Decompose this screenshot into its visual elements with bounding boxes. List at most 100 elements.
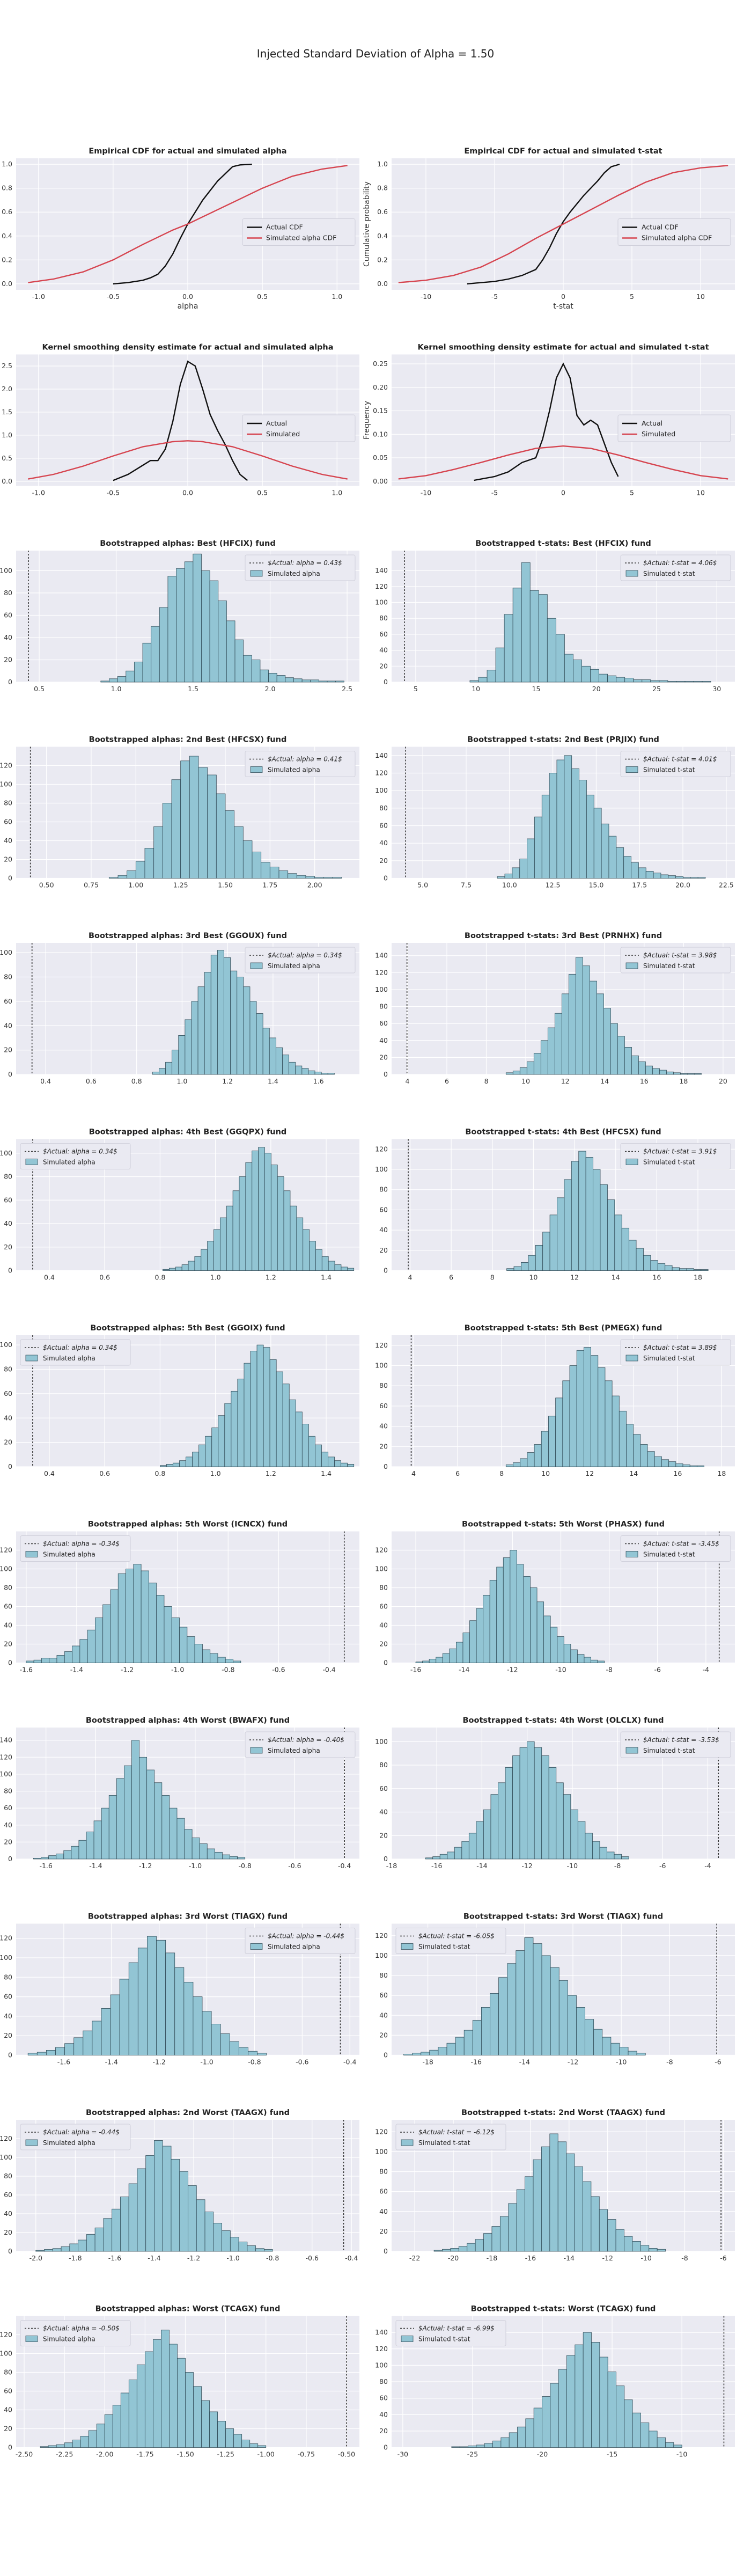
histogram-bar bbox=[270, 1165, 278, 1271]
histogram-bar bbox=[564, 654, 573, 683]
histogram-bar bbox=[169, 1268, 176, 1271]
histogram-bar bbox=[321, 1452, 328, 1467]
panel-title: Bootstrapped t-stats: Worst (TCAGX) fund bbox=[471, 2305, 656, 2314]
y-tick-label: 20 bbox=[4, 2425, 12, 2433]
histogram-bar bbox=[597, 1660, 605, 1663]
histogram-bar bbox=[189, 756, 199, 879]
histogram-bar bbox=[126, 1569, 134, 1663]
histogram-bar bbox=[185, 1019, 192, 1075]
legend-box bbox=[245, 1731, 356, 1758]
panel-title: Kernel smoothing density estimate for ac… bbox=[42, 343, 333, 352]
histogram-bar bbox=[550, 2383, 559, 2448]
histogram-bar bbox=[540, 1040, 548, 1075]
x-tick-label: -1.4 bbox=[148, 2254, 160, 2262]
histogram-bar bbox=[156, 1595, 165, 1663]
x-tick-label: 0.4 bbox=[40, 1077, 51, 1085]
histogram-bar bbox=[202, 1649, 211, 1663]
series-line-2 bbox=[28, 165, 348, 283]
y-tick-label: 80 bbox=[4, 2368, 12, 2376]
legend-bar-swatch bbox=[250, 1943, 263, 1950]
y-tick-label: 120 bbox=[0, 1753, 12, 1761]
y-tick-label: 60 bbox=[4, 818, 12, 826]
histogram-bar bbox=[276, 1371, 283, 1467]
histogram-bar bbox=[548, 1416, 556, 1467]
y-tick-label: 80 bbox=[379, 1381, 388, 1389]
legend-entry: Simulated t-stat bbox=[643, 1355, 695, 1362]
histogram-bar bbox=[40, 2446, 49, 2448]
histogram-bar bbox=[124, 1765, 132, 1860]
histogram-bar bbox=[234, 639, 244, 683]
x-tick-label: -1.2 bbox=[121, 1666, 134, 1674]
y-tick-label: 20 bbox=[379, 2427, 388, 2435]
y-tick-label: 0.0 bbox=[2, 477, 12, 485]
x-tick-label: -1.2 bbox=[152, 2058, 165, 2066]
y-tick-label: 40 bbox=[4, 2012, 12, 2020]
x-tick-label: 14 bbox=[600, 1077, 609, 1085]
x-tick-label: -16 bbox=[410, 1666, 421, 1674]
legend: $Actual: alpha = -0.44$ Simulated alpha bbox=[20, 2124, 131, 2150]
y-tick-label: 120 bbox=[375, 582, 388, 590]
y-tick-label: 100 bbox=[375, 1951, 388, 1959]
y-tick-label: 60 bbox=[379, 630, 388, 638]
x-tick-label: 0.6 bbox=[99, 1469, 110, 1477]
y-tick-label: 20 bbox=[379, 2031, 388, 2039]
x-tick-label: -1.6 bbox=[108, 2254, 121, 2262]
histogram-bar bbox=[207, 774, 217, 879]
y-tick-label: 120 bbox=[375, 769, 388, 777]
histogram-bar bbox=[225, 2428, 234, 2448]
panel-title: Bootstrapped t-stats: 2nd Best (PRJIX) f… bbox=[467, 736, 659, 744]
x-tick-label: -10 bbox=[567, 1862, 578, 1870]
panel-18: Bootstrapped t-stats: 4th Worst (OLCLX) … bbox=[375, 1716, 735, 1870]
histogram-bar bbox=[301, 1068, 309, 1075]
y-tick-label: 20 bbox=[4, 655, 12, 663]
histogram-bar bbox=[556, 759, 565, 879]
histogram-bar bbox=[504, 873, 513, 879]
histogram-bar bbox=[616, 2385, 625, 2448]
histogram-bar bbox=[197, 986, 205, 1075]
histogram-bar bbox=[496, 1567, 504, 1663]
histogram-bar bbox=[328, 1457, 335, 1467]
histogram-bar bbox=[666, 1071, 674, 1075]
histogram-bar bbox=[513, 1266, 521, 1271]
histogram-bar bbox=[78, 2240, 87, 2252]
x-tick-label: 15 bbox=[532, 685, 541, 693]
histogram-bar bbox=[257, 2053, 267, 2055]
legend-entry: $Actual: t-stat = 4.06$ bbox=[643, 559, 717, 567]
histogram-bar bbox=[624, 1047, 632, 1075]
histogram-bar bbox=[483, 2233, 492, 2252]
histogram-bar bbox=[275, 1047, 283, 1075]
legend: $Actual: alpha = -0.34$ Simulated alpha bbox=[20, 1535, 131, 1562]
y-tick-label: 40 bbox=[4, 1021, 12, 1029]
histogram-bar bbox=[601, 823, 609, 879]
y-tick-label: 120 bbox=[0, 762, 12, 770]
histogram-bar bbox=[555, 1397, 563, 1467]
histogram-bar bbox=[585, 2019, 594, 2055]
x-tick-label: -12 bbox=[568, 2058, 578, 2066]
histogram-bar bbox=[341, 1462, 348, 1467]
histogram-bar bbox=[48, 1855, 57, 1860]
x-tick-label: 12.5 bbox=[546, 881, 561, 889]
histogram-bar bbox=[557, 1197, 565, 1271]
panel-title: Kernel smoothing density estimate for ac… bbox=[417, 343, 709, 352]
histogram-bar bbox=[603, 1008, 611, 1075]
histogram-bar bbox=[198, 767, 208, 879]
x-tick-label: 1.0 bbox=[210, 1274, 221, 1282]
histogram-bar bbox=[505, 1767, 513, 1860]
histogram-bar bbox=[154, 2140, 163, 2252]
histogram-bar bbox=[56, 2444, 65, 2448]
histogram-bar bbox=[201, 1249, 208, 1271]
histogram-bar bbox=[521, 1262, 529, 1271]
histogram-bar bbox=[102, 1604, 111, 1663]
y-tick-label: 0.15 bbox=[373, 407, 388, 415]
x-tick-label: 0.75 bbox=[84, 881, 99, 889]
y-tick-label: 20 bbox=[379, 1831, 388, 1839]
legend-box bbox=[20, 1339, 131, 1366]
legend-bar-swatch bbox=[625, 1355, 638, 1362]
histogram-bar bbox=[421, 2052, 430, 2055]
legend-box bbox=[617, 218, 731, 246]
y-tick-label: 40 bbox=[4, 1219, 12, 1227]
histogram-bar bbox=[564, 755, 572, 879]
histogram-bar bbox=[563, 1644, 571, 1663]
legend: Actual Simulated bbox=[242, 414, 356, 442]
